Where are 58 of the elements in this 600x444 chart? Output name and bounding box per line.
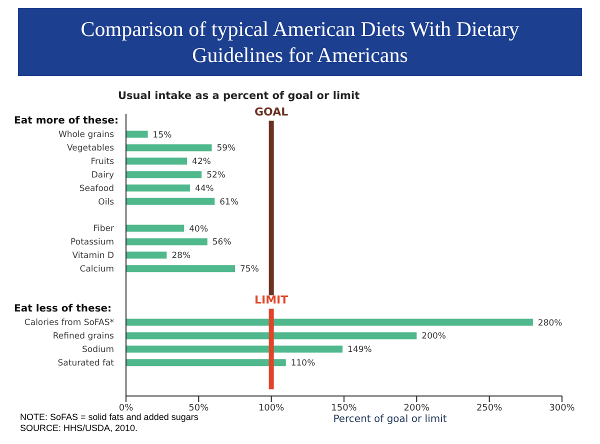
y-tick-label: Fruits	[90, 157, 115, 167]
x-tick-label: 150%	[331, 403, 358, 414]
bar	[126, 265, 235, 272]
y-tick-label: Potassium	[70, 238, 114, 248]
bar	[126, 130, 148, 138]
y-tick-label: Vegetables	[67, 144, 115, 154]
bar	[126, 198, 215, 205]
data-label: 61%	[220, 197, 239, 208]
bar	[126, 144, 212, 152]
bar	[126, 318, 533, 326]
ref-line-label: GOAL	[254, 106, 288, 119]
y-tick-label: Saturated fat	[58, 358, 115, 368]
y-tick-label: Calcium	[80, 264, 114, 274]
y-tick-label: Seafood	[79, 184, 114, 194]
y-tick-label: Fiber	[93, 224, 114, 234]
bar	[126, 252, 167, 259]
data-label: 44%	[194, 184, 214, 194]
x-tick-label: 100%	[258, 403, 285, 414]
data-label: 42%	[192, 157, 211, 168]
data-label: 200%	[422, 332, 446, 342]
y-tick-label: Sodium	[82, 345, 114, 355]
chart-subtitle: Usual intake as a percent of goal or limit	[118, 90, 361, 102]
bar	[126, 158, 188, 165]
y-tick-label: Dairy	[91, 170, 114, 180]
x-tick-label: 200%	[404, 403, 430, 414]
data-label: 28%	[172, 251, 191, 262]
data-label: 149%	[348, 345, 372, 356]
text: Eat less of these:	[14, 304, 112, 315]
data-label: 75%	[240, 264, 259, 275]
data-label: 59%	[216, 144, 236, 154]
text: NOTE: SoFAS = solid fats and added sugars	[20, 412, 198, 423]
bar	[126, 346, 343, 353]
data-label: 280%	[538, 318, 562, 328]
data-label: 40%	[189, 224, 208, 234]
x-tick-label: 250%	[476, 403, 503, 414]
bar	[126, 184, 190, 192]
bar	[126, 171, 202, 178]
y-tick-label: Refined grains	[52, 332, 115, 342]
y-tick-label: Oils	[98, 197, 115, 208]
data-label: 52%	[206, 170, 226, 181]
y-tick-label: Whole grains	[58, 130, 115, 140]
x-tick-label: 50%	[188, 403, 210, 414]
text: Eat more of these:	[14, 116, 118, 127]
chart-title: Comparison of typical American Diets With Dietary Guidelines for Americans	[80, 17, 520, 67]
x-axis-title: Percent of goal or limit	[333, 414, 447, 425]
data-label: 110%	[290, 358, 316, 369]
data-label: 15%	[152, 130, 172, 140]
y-tick-label: Vitamin D	[72, 251, 114, 261]
y-tick-label: Calories from SoFAS*	[24, 318, 114, 328]
x-tick-label: 0%	[118, 403, 134, 414]
bar	[126, 238, 208, 246]
bar	[126, 224, 184, 232]
bar	[126, 332, 417, 340]
source-note: SOURCE: HHS/USDA, 2010.	[20, 423, 139, 434]
x-tick-label: 300%	[549, 403, 576, 414]
ref-line-label: LIMIT	[254, 294, 289, 307]
bar	[126, 359, 286, 366]
data-label: 56%	[212, 238, 232, 248]
